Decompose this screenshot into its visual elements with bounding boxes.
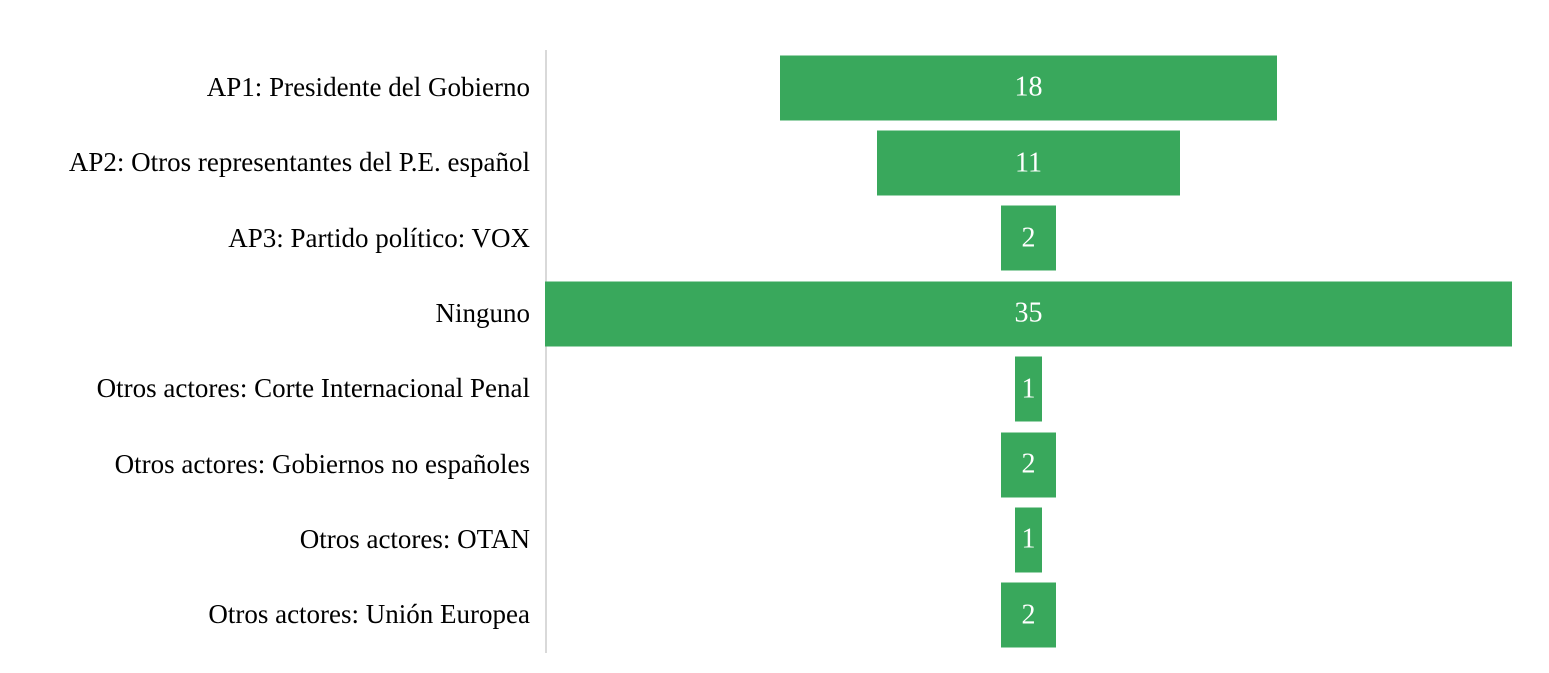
category-label: AP3: Partido político: VOX — [228, 222, 530, 253]
bar-value-label: 2 — [1021, 222, 1036, 254]
bar-value-label: 1 — [1021, 523, 1036, 555]
bar-value-label: 35 — [1014, 297, 1043, 329]
chart-row: Otros actores: Gobiernos no españoles 2 — [0, 426, 1549, 503]
bar: 18 — [779, 55, 1278, 121]
category-label: Otros actores: Gobiernos no españoles — [114, 448, 530, 479]
chart-row: AP2: Otros representantes del P.E. españ… — [0, 125, 1549, 201]
plot-area: 35 — [545, 276, 1549, 352]
category-label: Otros actores: OTAN — [299, 524, 530, 555]
bar: 2 — [1000, 432, 1057, 498]
plot-area: 2 — [545, 577, 1549, 653]
category-label: AP2: Otros representantes del P.E. españ… — [68, 147, 530, 178]
chart-row: AP3: Partido político: VOX 2 — [0, 200, 1549, 277]
plot-area: 1 — [545, 351, 1549, 427]
bar-value-label: 18 — [1014, 71, 1043, 103]
bar: 1 — [1014, 356, 1043, 422]
category-label: AP1: Presidente del Gobierno — [206, 71, 530, 102]
plot-area: 1 — [545, 502, 1549, 578]
chart-row: AP1: Presidente del Gobierno 18 — [0, 50, 1549, 126]
bar: 35 — [545, 281, 1512, 347]
category-label: Otros actores: Unión Europea — [208, 599, 530, 630]
chart-row: Ninguno 35 — [0, 276, 1549, 352]
bar-chart: AP1: Presidente del Gobierno 18 AP2: Otros… — [0, 50, 1549, 653]
chart-row: Otros actores: Unión Europea 2 — [0, 577, 1549, 653]
bar: 1 — [1014, 507, 1043, 573]
bar-value-label: 2 — [1021, 448, 1036, 480]
bar: 2 — [1000, 205, 1057, 271]
bar: 2 — [1000, 582, 1057, 648]
category-label: Ninguno — [435, 297, 531, 328]
plot-area: 18 — [545, 50, 1549, 126]
chart-row: Otros actores: OTAN 1 — [0, 502, 1549, 578]
bar: 11 — [876, 130, 1181, 196]
bar-rows: AP1: Presidente del Gobierno 18 AP2: Otros… — [0, 50, 1549, 653]
category-label: Otros actores: Corte Internacional Penal — [96, 373, 530, 404]
plot-area: 11 — [545, 125, 1549, 201]
plot-area: 2 — [545, 200, 1549, 277]
bar-value-label: 2 — [1021, 599, 1036, 631]
bar-value-label: 11 — [1015, 147, 1042, 179]
chart-row: Otros actores: Corte Internacional Penal… — [0, 351, 1549, 427]
bar-value-label: 1 — [1021, 373, 1036, 405]
plot-area: 2 — [545, 426, 1549, 503]
